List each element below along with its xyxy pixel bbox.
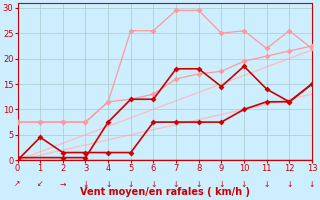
X-axis label: Vent moyen/en rafales ( km/h ): Vent moyen/en rafales ( km/h ) <box>80 187 250 197</box>
Text: ↓: ↓ <box>196 180 202 189</box>
Text: ↙: ↙ <box>37 180 44 189</box>
Text: ↓: ↓ <box>286 180 292 189</box>
Text: ↓: ↓ <box>309 180 315 189</box>
Text: ↓: ↓ <box>105 180 111 189</box>
Text: ↓: ↓ <box>82 180 89 189</box>
Text: ↓: ↓ <box>241 180 247 189</box>
Text: ↓: ↓ <box>150 180 156 189</box>
Text: ↓: ↓ <box>218 180 225 189</box>
Text: →: → <box>60 180 66 189</box>
Text: ↓: ↓ <box>173 180 179 189</box>
Text: ↗: ↗ <box>14 180 21 189</box>
Text: ↓: ↓ <box>128 180 134 189</box>
Text: ↓: ↓ <box>263 180 270 189</box>
